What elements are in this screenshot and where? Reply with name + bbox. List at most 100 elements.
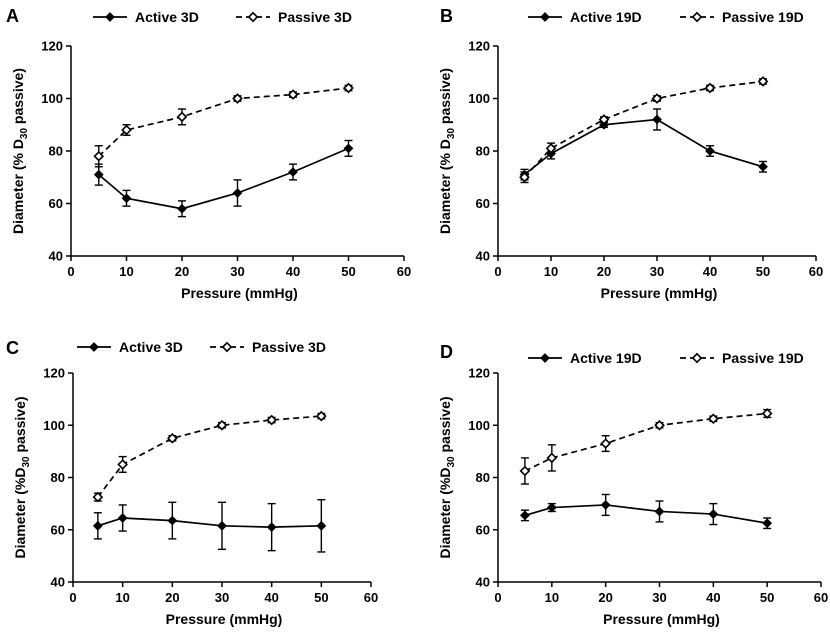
y-axis-title: Diameter (%D30 passive) [12,396,32,558]
series-active-19d [519,108,768,181]
legend-marker [540,12,550,22]
x-tick-label: 0 [67,264,74,279]
data-point [316,410,327,422]
legend-item: Active 19D [528,350,642,366]
y-tick-label: 40 [51,575,65,590]
data-point [167,432,178,444]
legend-label: Active 19D [570,9,642,25]
data-point [287,89,299,100]
series-line [97,517,322,528]
y-tick-label: 120 [468,366,490,381]
y-axis-title-suffix: passive) [437,396,453,456]
legend-item: Active 3D [77,339,183,355]
series-line [524,504,768,525]
data-point [520,510,530,521]
x-tick-label: 60 [809,264,823,279]
x-tick-label: 20 [598,590,612,605]
y-tick-label: 120 [468,39,490,54]
panel-letter: D [440,342,453,362]
data-point [343,143,354,154]
y-tick-label: 80 [476,144,490,159]
y-axis-title: Diameter (% D30 passive) [10,68,30,234]
series-active-3d [92,499,327,553]
series-line [524,412,768,472]
y-axis-title-prefix: Diameter (% D [10,139,26,234]
y-tick-label: 40 [476,575,490,590]
data-point [121,193,132,204]
x-tick-label: 20 [165,590,179,605]
panel-a: A 40 60 80 100 120 0 10 20 30 40 50 60 Pressure (mmHg… [6,6,411,301]
series-line [523,118,764,176]
data-point [652,114,662,125]
legend-item: Passive 3D [210,339,326,355]
data-point [761,408,773,419]
y-tick-label: 100 [43,418,65,433]
x-tick-label: 10 [544,264,558,279]
panel-c: C 40 60 80 100 120 0 10 20 30 40 50 60 Pressure (mmHg… [6,338,378,627]
data-point [93,150,105,162]
y-tick-label: 60 [49,196,63,211]
data-point [600,500,611,510]
legend-item: Passive 19D [680,9,804,25]
data-point [758,161,768,172]
y-tick-label: 80 [49,144,63,159]
data-point [121,124,132,136]
data-point [519,465,531,477]
x-axis-title: Pressure (mmHg) [166,611,283,627]
legend-item: Active 19D [528,9,642,25]
series-line [98,147,349,210]
data-point [708,413,719,425]
panel-d: D 40 60 80 100 120 0 10 20 30 40 50 60 Pressure (mmHg… [437,342,828,627]
x-axis-title: Pressure (mmHg) [601,285,718,301]
y-tick-label: 40 [476,249,490,264]
x-tick-label: 20 [597,264,611,279]
data-point [216,419,228,431]
data-point [654,419,665,431]
y-axis-title-prefix: Diameter (%D [437,468,453,559]
data-point [266,414,277,426]
data-point [705,146,715,156]
y-tick-label: 60 [476,522,490,537]
x-tick-label: 30 [650,264,664,279]
data-point [343,82,354,94]
data-point [177,203,187,214]
data-point [708,509,719,519]
data-point [545,143,557,154]
x-tick-label: 60 [814,590,828,605]
panel-letter: C [6,338,19,358]
panel-letter: B [440,6,453,26]
series-passive-3d [93,82,354,168]
data-point [654,506,665,517]
data-point [757,76,769,87]
y-axis-title: Diameter (%D30 passive) [437,396,457,558]
legend-marker [540,353,550,363]
x-tick-label: 60 [364,590,378,605]
x-tick-label: 50 [756,264,770,279]
x-tick-label: 30 [652,590,666,605]
data-point [167,515,178,526]
legend-marker [691,352,703,364]
y-axis-title-prefix: Diameter (% D [437,139,453,234]
data-point [232,93,243,104]
y-axis-title-suffix: passive) [12,396,28,456]
y-tick-label: 60 [51,522,65,537]
data-point [266,522,277,533]
data-point [92,491,104,503]
y-axis-title: Diameter (% D30 passive) [437,68,457,234]
data-point [546,452,558,464]
y-tick-label: 100 [41,91,63,106]
panel-letter: A [6,6,19,26]
x-tick-label: 40 [286,264,300,279]
legend-marker [691,11,703,23]
legend-marker [221,341,233,353]
legend-label: Active 19D [570,350,642,366]
series-passive-3d [92,410,327,503]
y-tick-label: 120 [43,366,65,381]
legend-marker [105,12,115,22]
series-line [97,415,322,498]
x-tick-label: 0 [69,590,76,605]
y-tick-label: 100 [468,91,490,106]
x-tick-label: 60 [397,264,411,279]
panel-b: B 40 60 80 100 120 0 10 20 30 40 50 60 Pressure (mmHg… [437,6,823,301]
